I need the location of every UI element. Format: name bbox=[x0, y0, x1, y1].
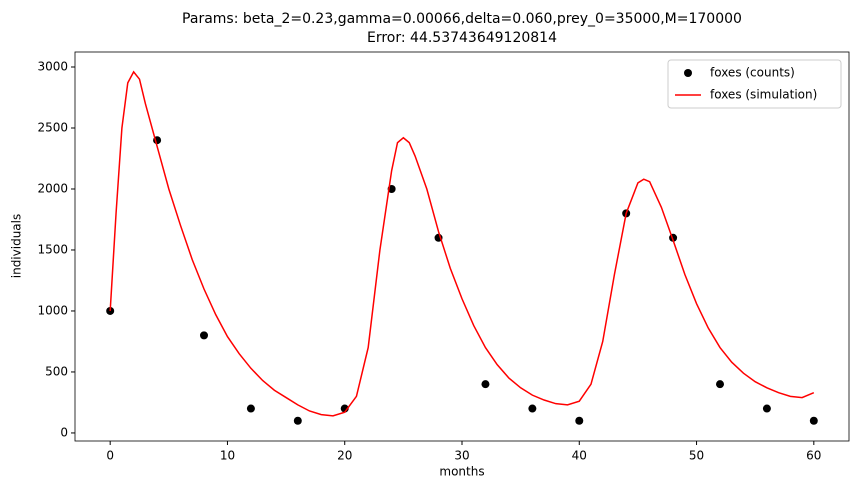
data-point bbox=[200, 331, 208, 340]
data-point bbox=[481, 380, 490, 389]
line bbox=[109, 70, 815, 417]
y-tick-label: 0 bbox=[60, 425, 68, 439]
y-tick-label: 2500 bbox=[37, 120, 68, 134]
chart-title: Params: beta_2=0.23,gamma=0.00066,delta=… bbox=[182, 11, 742, 27]
x-axis-label: months bbox=[439, 465, 484, 479]
y-tick-label: 2000 bbox=[37, 181, 68, 195]
x-tick-label: 20 bbox=[337, 449, 352, 463]
data-point bbox=[716, 380, 724, 389]
x-tick-label: 60 bbox=[806, 449, 821, 463]
y-axis-label: individuals bbox=[10, 214, 24, 279]
y-tick-label: 3000 bbox=[37, 60, 68, 74]
legend-box bbox=[667, 59, 842, 109]
data-point bbox=[575, 416, 584, 425]
data-point bbox=[528, 404, 537, 413]
x-tick-label: 10 bbox=[220, 449, 235, 463]
y-tick-label: 500 bbox=[45, 364, 68, 378]
x-tick-label: 30 bbox=[454, 449, 469, 463]
data-point bbox=[762, 404, 771, 413]
legend-marker bbox=[684, 69, 692, 77]
plot-frame bbox=[74, 51, 850, 442]
legend-label: foxes (counts) bbox=[710, 66, 795, 80]
chart-subtitle: Error: 44.53743649120814 bbox=[367, 30, 557, 46]
legend-label: foxes (simulation) bbox=[710, 88, 817, 102]
x-tick-label: 50 bbox=[689, 449, 704, 463]
data-point bbox=[246, 404, 255, 413]
data-point bbox=[293, 416, 302, 425]
x-tick-label: 0 bbox=[106, 449, 114, 463]
data-point bbox=[809, 416, 818, 425]
y-tick-label: 1500 bbox=[37, 242, 68, 256]
x-tick-label: 40 bbox=[572, 449, 587, 463]
y-tick-label: 1000 bbox=[37, 303, 68, 317]
